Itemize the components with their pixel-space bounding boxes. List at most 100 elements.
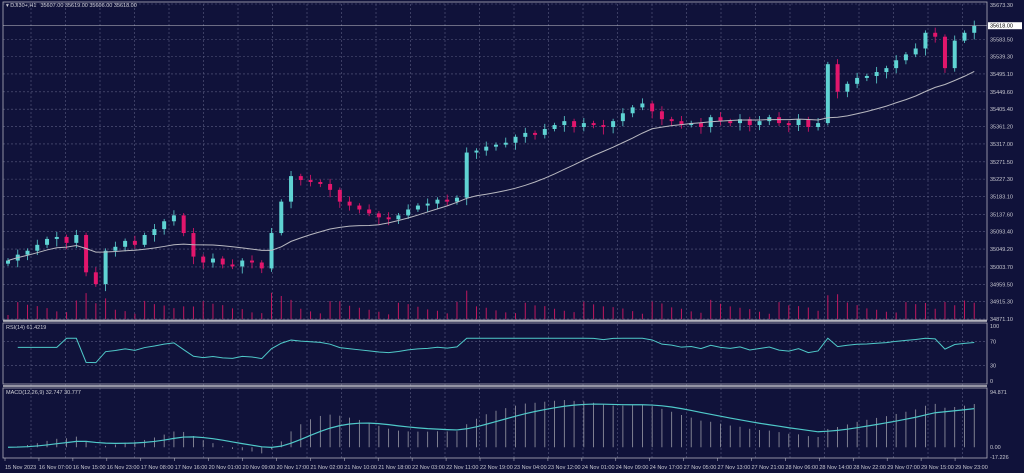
rsi-tick-label: 70 [990,339,996,345]
price-tick-label: 35449.60 [990,90,1013,96]
candle-body [962,32,967,41]
rsi-label: RSI(14) 61.4219 [6,325,46,331]
time-tick-label: 28 Nov 22:00 [853,465,886,471]
candle-body [74,235,79,243]
price-tick-label: 35583.50 [990,37,1013,43]
chart-symbol: ▾ DJI30+,H1 [6,3,37,9]
candle-body [230,264,235,267]
macd-tick-label: 94.871 [990,390,1007,396]
price-tick-label: 35003.70 [990,265,1013,271]
time-tick-label: 21 Nov 02:00 [310,465,343,471]
candle-body [347,201,352,206]
candle-body [552,125,557,129]
rsi-tick-label: 30 [990,364,996,370]
candle-body [240,260,245,267]
candle-body [454,197,459,202]
price-tick-label: 34915.30 [990,300,1013,306]
candle-body [884,68,889,73]
time-tick-label: 28 Nov 06:00 [785,465,818,471]
time-tick-label: 24 Nov 17:00 [650,465,683,471]
macd-signal-line [7,403,975,448]
candle-body [874,72,879,76]
candle-body [630,107,635,114]
candle-body [406,209,411,216]
time-tick-label: 29 Nov 07:00 [887,465,920,471]
candle-body [777,117,782,124]
price-tick-label: 35317.00 [990,142,1013,148]
candle-body [289,176,294,202]
candle-body [757,121,762,126]
candle-body [572,121,577,128]
candle-body [171,215,176,222]
candle-body [259,262,264,269]
candle-body [591,123,596,126]
candle-body [503,142,508,145]
price-tick-label: 34871.10 [990,317,1013,323]
time-tick-label: 22 Nov 03:00 [412,465,445,471]
time-tick-label: 17 Nov 16:00 [175,465,208,471]
candle-body [35,244,40,251]
candle-body [533,132,538,135]
candle-body [357,205,362,210]
candle-body [611,121,616,128]
candle-body [747,119,752,126]
candle-body [562,121,567,126]
candle-body [513,136,518,143]
candle-body [45,238,50,245]
time-tick-label: 17 Nov 08:00 [141,465,174,471]
time-tick-label: 22 Nov 19:00 [480,465,513,471]
macd-tick-label: -17.226 [990,455,1009,461]
price-tick-label: 35495.10 [990,72,1013,78]
price-tick-label: 35271.50 [990,160,1013,166]
candle-body [855,77,860,84]
time-tick-label: 21 Nov 18:00 [378,465,411,471]
candle-body [835,64,840,92]
price-tick-label: 35405.40 [990,107,1013,113]
candle-body [142,235,147,245]
candle-body [581,123,586,128]
time-tick-label: 27 Nov 21:00 [751,465,784,471]
candle-body [367,209,372,214]
candle-body [435,199,440,204]
candle-body [162,221,167,230]
price-tick-label: 35539.30 [990,55,1013,61]
candle-body [415,205,420,210]
candle-body [484,146,489,151]
rsi-tick-label: 0 [990,379,993,385]
candle-body [903,54,908,61]
rsi-tick-label: 100 [990,324,999,330]
candle-body [786,123,791,126]
candle-body [718,117,723,122]
price-tick-label: 35137.60 [990,212,1013,218]
candle-body [152,229,157,236]
candle-body [132,240,137,245]
candle-body [474,150,479,153]
moving-average-line [7,70,975,262]
candle-body [738,119,742,124]
price-tick-label: 35361.20 [990,125,1013,131]
time-tick-label: 29 Nov 15:00 [921,465,954,471]
candle-body [386,217,391,220]
price-tick-label: 35183.10 [990,194,1013,200]
panel-border [2,387,988,459]
time-tick-label: 16 Nov 15:00 [73,465,106,471]
panel-border [2,1,988,321]
macd-label: MACD(12,26,9) 32.747 30.777 [6,390,81,396]
candle-body [806,119,811,128]
candle-body [123,240,128,247]
candle-body [201,256,206,263]
price-tick-label: 35227.30 [990,177,1013,183]
candle-body [210,258,215,263]
candle-body [181,215,186,234]
time-tick-label: 15 Nov 2023 [5,465,36,471]
panel-border [2,322,988,385]
candle-body [864,75,869,78]
time-tick-label: 27 Nov 13:00 [718,465,751,471]
candle-body [523,132,528,137]
candle-body [93,272,98,285]
candle-body [113,246,118,251]
time-tick-label: 28 Nov 14:00 [819,465,852,471]
candle-body [659,111,664,120]
candle-body [25,250,30,255]
